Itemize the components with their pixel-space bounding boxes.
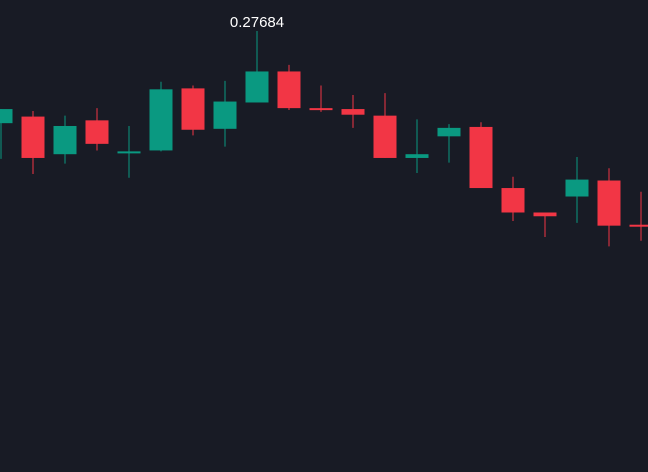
candle — [373, 93, 397, 158]
candle — [629, 191, 648, 241]
candle-body — [405, 154, 429, 158]
candles-layer — [0, 31, 648, 247]
candle — [53, 115, 77, 164]
candle-body — [501, 188, 525, 213]
candle — [597, 168, 621, 247]
candle-body — [437, 127, 461, 137]
candle-body — [117, 151, 141, 154]
candle-body — [597, 180, 621, 226]
candle-body — [341, 109, 365, 115]
high-price-label: 0.27684 — [230, 14, 284, 31]
candle-body — [309, 108, 333, 111]
candle — [437, 124, 461, 163]
candle — [245, 31, 269, 103]
candle — [0, 109, 13, 159]
candle-body — [533, 212, 557, 217]
candle — [309, 85, 333, 112]
candle — [341, 94, 365, 128]
candle — [85, 108, 109, 151]
candle — [181, 85, 205, 136]
candle-body — [469, 126, 493, 189]
candle — [149, 81, 173, 152]
candle — [21, 110, 45, 174]
candle-body — [85, 120, 109, 144]
candle — [501, 176, 525, 221]
candle-body — [629, 224, 648, 227]
candle — [277, 64, 301, 111]
candle-body — [181, 88, 205, 130]
candle — [565, 157, 589, 223]
candle-body — [565, 179, 589, 197]
candle-body — [0, 109, 13, 124]
candle-body — [149, 89, 173, 151]
candle — [469, 122, 493, 189]
candle-body — [245, 71, 269, 103]
candle — [533, 212, 557, 237]
candle — [213, 80, 237, 147]
candle-body — [21, 116, 45, 158]
candle-body — [213, 101, 237, 129]
candle-body — [373, 115, 397, 158]
candle — [117, 125, 141, 178]
candle-body — [53, 125, 77, 155]
candle-body — [277, 71, 301, 109]
candle — [405, 119, 429, 174]
